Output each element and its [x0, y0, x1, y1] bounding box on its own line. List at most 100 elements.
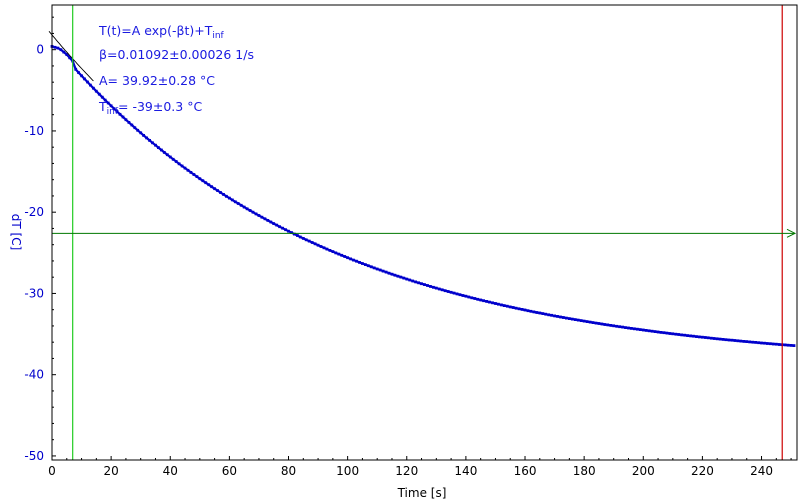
data-point	[754, 341, 757, 344]
data-point	[349, 257, 352, 261]
data-point	[606, 323, 610, 327]
data-point	[225, 194, 228, 198]
data-point	[479, 298, 483, 302]
data-point	[201, 179, 205, 183]
data-point	[446, 290, 450, 293]
data-point	[721, 338, 725, 341]
data-point	[165, 153, 169, 157]
data-point	[219, 191, 222, 194]
horizontal-cursor-arrow-icon	[786, 228, 797, 238]
data-point	[402, 276, 406, 280]
data-point	[325, 247, 329, 251]
data-point	[387, 271, 391, 275]
fit-curve	[48, 31, 94, 82]
plot-background	[52, 5, 797, 460]
data-point	[576, 318, 580, 322]
data-point	[390, 272, 394, 276]
data-point	[53, 45, 57, 49]
data-point	[594, 321, 598, 325]
data-point	[251, 210, 255, 214]
data-point	[467, 295, 471, 299]
data-point	[588, 320, 592, 324]
data-point	[145, 136, 148, 140]
data-point	[222, 193, 225, 196]
data-point	[331, 250, 335, 253]
annotation-tinf: Tinf= -39±0.3 °C	[98, 99, 202, 117]
data-point	[718, 337, 722, 341]
data-point	[127, 121, 131, 124]
data-point	[724, 338, 728, 342]
data-point	[420, 282, 423, 286]
data-point	[355, 259, 358, 263]
data-point	[570, 317, 574, 321]
data-point	[228, 196, 231, 200]
data-point	[290, 231, 293, 234]
data-point	[364, 263, 367, 266]
data-point	[476, 297, 480, 301]
data-point	[733, 339, 737, 342]
data-point	[210, 185, 213, 189]
data-point	[361, 262, 364, 265]
data-point	[627, 326, 630, 330]
data-point	[154, 143, 157, 147]
data-point	[644, 329, 648, 332]
data-point	[236, 202, 240, 205]
data-point	[727, 338, 731, 342]
x-tick-label: 0	[48, 464, 56, 478]
data-point	[328, 249, 332, 252]
data-point	[346, 256, 349, 260]
data-point	[80, 74, 83, 78]
data-point	[494, 302, 497, 305]
data-point	[92, 86, 95, 90]
data-point	[556, 315, 559, 318]
data-point	[482, 299, 485, 303]
data-point	[559, 315, 562, 319]
data-point	[121, 115, 125, 119]
y-tick-label: -10	[24, 124, 44, 138]
data-point	[239, 203, 243, 207]
data-point	[366, 264, 370, 268]
data-point	[168, 155, 172, 159]
data-point	[272, 222, 276, 225]
annotation-amplitude: A= 39.92±0.28 °C	[99, 73, 215, 88]
data-point	[568, 317, 571, 320]
data-point	[692, 334, 695, 338]
data-point	[334, 251, 338, 255]
data-point	[337, 252, 341, 256]
data-point	[56, 46, 60, 50]
annotation-tinf-subscript: inf	[107, 107, 119, 117]
x-tick-label: 60	[222, 464, 237, 478]
data-point	[615, 324, 619, 328]
x-tick-label: 120	[395, 464, 418, 478]
y-tick-label: 0	[36, 43, 44, 57]
data-point	[665, 331, 669, 335]
data-point	[538, 311, 542, 315]
data-point	[736, 339, 740, 343]
data-point	[689, 334, 692, 338]
data-point	[189, 171, 193, 174]
data-point	[686, 334, 689, 337]
data-point	[455, 292, 459, 296]
data-point	[310, 241, 314, 244]
data-point	[458, 293, 462, 297]
data-point	[281, 226, 284, 230]
data-point	[171, 157, 175, 161]
data-point	[573, 318, 577, 321]
data-point	[452, 291, 456, 295]
annotation-model: T(t)=A exp(-βt)+Tinf	[98, 23, 225, 41]
data-point	[136, 128, 140, 132]
data-point	[508, 305, 512, 309]
data-point	[683, 333, 687, 337]
data-point	[340, 253, 344, 257]
data-point	[544, 312, 548, 316]
data-point	[641, 328, 645, 332]
series-layer	[48, 31, 796, 347]
y-tick-label: -20	[24, 205, 44, 219]
data-point	[650, 329, 654, 333]
data-point	[609, 324, 613, 327]
data-point	[278, 225, 281, 229]
data-point	[771, 342, 775, 346]
data-point	[369, 265, 373, 269]
data-point	[112, 107, 116, 111]
data-point	[514, 306, 518, 310]
